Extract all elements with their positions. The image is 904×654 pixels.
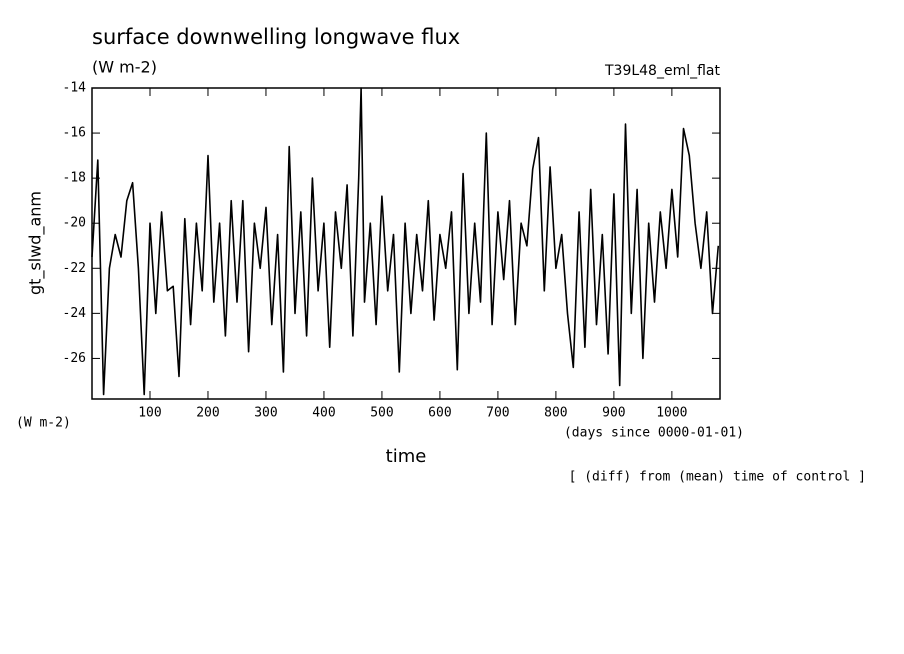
x-tick-label: 700 [486, 406, 509, 421]
x-tick-label: 900 [602, 406, 625, 421]
x-axis-label: time [386, 446, 427, 467]
y-tick-label: -26 [63, 351, 86, 366]
x-tick-label: 100 [138, 406, 161, 421]
subtitle: (W m-2) [92, 58, 157, 77]
y-units: (W m-2) [16, 416, 71, 431]
run-label: T39L48_eml_flat [604, 63, 721, 79]
x-units: (days since 0000-01-01) [564, 426, 744, 441]
note: [ (diff) from (mean) time of control ] [569, 470, 866, 485]
x-tick-label: 600 [428, 406, 451, 421]
x-tick-label: 500 [370, 406, 393, 421]
data-line [91, 87, 720, 396]
plot-frame [91, 87, 721, 400]
x-tick-label: 300 [254, 406, 277, 421]
chart-title: surface downwelling longwave flux [92, 25, 460, 49]
x-tick-label: 800 [544, 406, 567, 421]
y-tick-label: -16 [63, 126, 86, 141]
y-tick-label: -14 [63, 81, 87, 96]
y-axis-label: gt_slwd_anm [26, 191, 46, 295]
x-tick-label: 400 [312, 406, 335, 421]
y-tick-label: -22 [63, 261, 86, 276]
y-tick-label: -18 [63, 171, 86, 186]
x-tick-label: 1000 [656, 406, 687, 421]
y-tick-label: -20 [63, 216, 86, 231]
x-tick-label: 200 [196, 406, 219, 421]
y-tick-label: -24 [63, 306, 87, 321]
